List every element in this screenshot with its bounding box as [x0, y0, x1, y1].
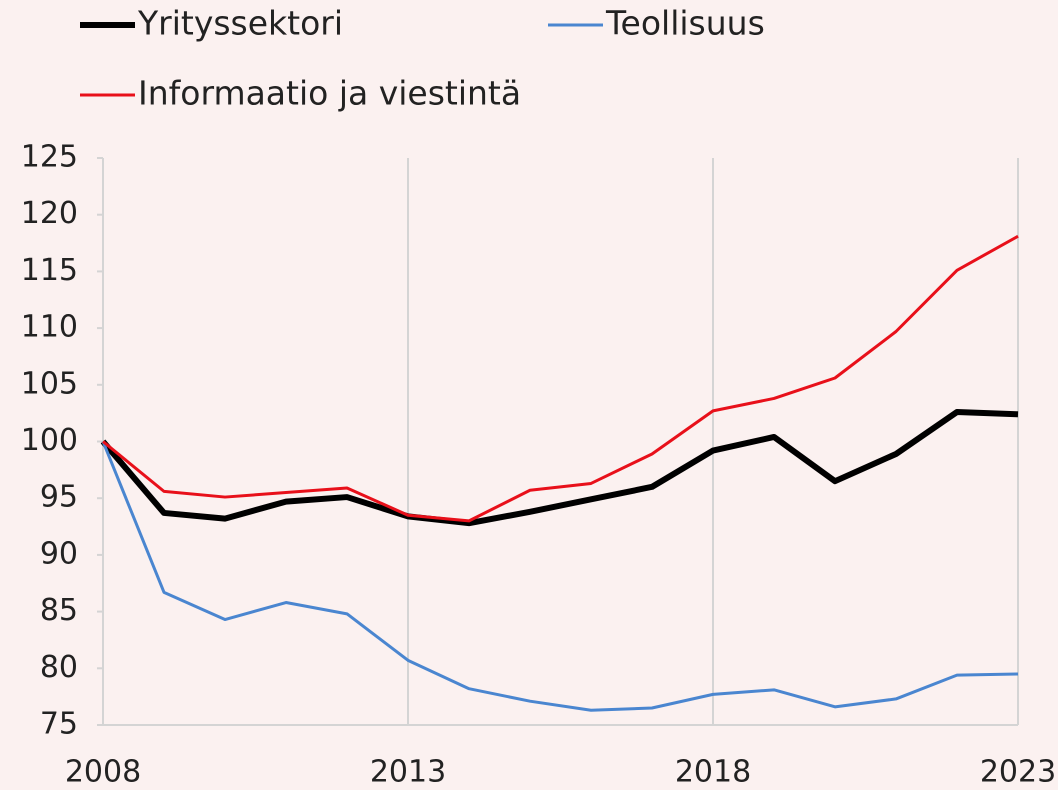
y-tick-label: 90 [40, 536, 78, 571]
y-tick-label: 120 [21, 196, 78, 231]
y-tick-label: 105 [21, 366, 78, 401]
legend-label: Yrityssektori [137, 4, 343, 43]
y-tick-label: 100 [21, 423, 78, 458]
y-tick-label: 115 [21, 253, 78, 288]
x-tick-label: 2008 [65, 755, 141, 790]
series-line [102, 234, 1019, 523]
y-tick-label: 110 [21, 310, 78, 345]
x-tick-label: 2018 [675, 755, 751, 790]
legend-label: Teollisuus [605, 4, 765, 43]
y-tick-label: 95 [40, 480, 78, 515]
y-tick-label: 75 [40, 707, 78, 742]
legend-label: Informaatio ja viestintä [138, 74, 521, 113]
series-line [100, 409, 1019, 527]
y-tick-label: 85 [40, 593, 78, 628]
y-tick-label: 80 [40, 650, 78, 685]
x-tick-label: 2023 [980, 755, 1056, 790]
x-tick-label: 2013 [370, 755, 446, 790]
series-line [101, 440, 1019, 712]
y-tick-label: 125 [21, 140, 78, 175]
